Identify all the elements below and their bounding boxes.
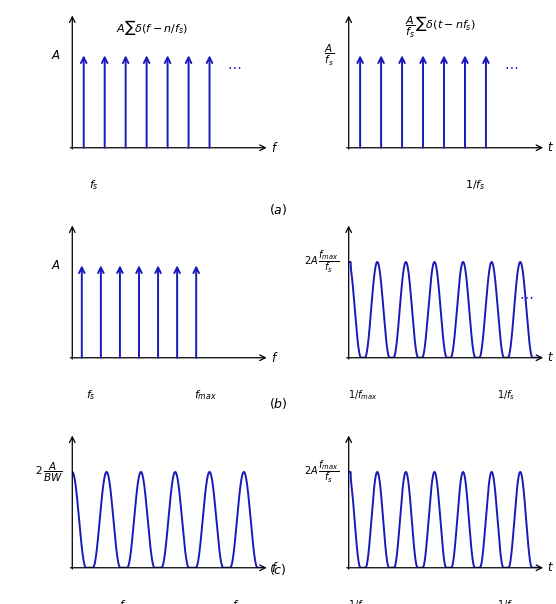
- Text: $f$: $f$: [271, 141, 278, 155]
- Text: $A$: $A$: [51, 49, 61, 62]
- Text: $(a)$: $(a)$: [269, 202, 287, 217]
- Text: $f_{max}$: $f_{max}$: [232, 598, 255, 604]
- Text: $2A\,\dfrac{f_{max}}{f_s}$: $2A\,\dfrac{f_{max}}{f_s}$: [305, 458, 340, 485]
- Text: $2A\,\dfrac{f_{max}}{f_s}$: $2A\,\dfrac{f_{max}}{f_s}$: [305, 249, 340, 275]
- Text: $1/f_s$: $1/f_s$: [465, 178, 486, 192]
- Text: $f_s$: $f_s$: [90, 178, 99, 192]
- Text: $1/f_s$: $1/f_s$: [497, 388, 515, 402]
- Text: $\dfrac{A}{f_s}$: $\dfrac{A}{f_s}$: [325, 43, 335, 68]
- Text: $f_{max}$: $f_{max}$: [194, 388, 217, 402]
- Text: $(b)$: $(b)$: [269, 396, 287, 411]
- Text: $1/f_{max}$: $1/f_{max}$: [348, 388, 378, 402]
- Text: $1/f_{max}$: $1/f_{max}$: [348, 598, 378, 604]
- Text: $A$: $A$: [51, 259, 61, 272]
- Text: $\dfrac{A}{f_s}\sum \delta(t - nf_s)$: $\dfrac{A}{f_s}\sum \delta(t - nf_s)$: [405, 14, 475, 40]
- Text: $f_s$: $f_s$: [119, 598, 128, 604]
- Text: $f_s$: $f_s$: [86, 388, 96, 402]
- Text: $\cdots$: $\cdots$: [504, 60, 518, 74]
- Text: $t$: $t$: [547, 561, 554, 574]
- Text: $t$: $t$: [547, 141, 554, 154]
- Text: $t$: $t$: [547, 352, 554, 364]
- Text: $2\,\dfrac{A}{BW}$: $2\,\dfrac{A}{BW}$: [36, 460, 63, 484]
- Text: $\cdots$: $\cdots$: [519, 289, 533, 303]
- Text: $f$: $f$: [271, 561, 278, 575]
- Text: $\cdots$: $\cdots$: [227, 60, 241, 74]
- Text: $(c)$: $(c)$: [269, 562, 287, 577]
- Text: $A\sum \delta(f - n/f_s)$: $A\sum \delta(f - n/f_s)$: [116, 18, 188, 37]
- Text: $f$: $f$: [271, 351, 278, 365]
- Text: $1/f_s$: $1/f_s$: [497, 598, 515, 604]
